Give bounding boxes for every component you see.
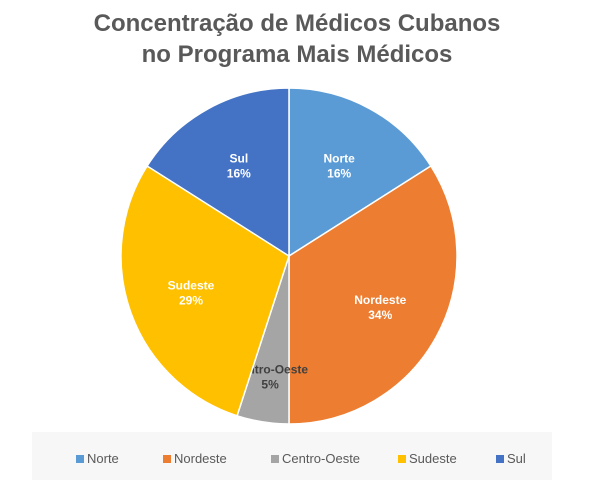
data-label-sudeste: Sudeste 29% <box>168 278 215 307</box>
legend-label: Nordeste <box>174 451 227 466</box>
legend-swatch <box>271 455 279 463</box>
pie-chart: Norte 16%Nordeste 34%Centro-Oeste 5%Sudeste… <box>120 87 458 425</box>
chart-title-line-1: Concentração de Médicos Cubanos <box>93 10 501 37</box>
data-label-percent: 16% <box>227 167 251 181</box>
legend-label: Centro-Oeste <box>282 451 361 466</box>
data-label-percent: 34% <box>368 308 392 322</box>
data-label-percent: 16% <box>327 167 351 181</box>
legend-swatch <box>398 455 406 463</box>
legend-swatch <box>76 455 84 463</box>
legend: Norte Nordeste Centro-Oeste Sudeste Sul <box>0 449 594 469</box>
data-label-percent: 29% <box>179 293 203 307</box>
legend-swatch <box>163 455 171 463</box>
data-label-nordeste: Nordeste 34% <box>354 293 406 322</box>
data-label-category: Sul <box>229 152 248 166</box>
data-label-percent: 5% <box>261 377 279 391</box>
pie-slice-nordeste <box>288 164 458 425</box>
pie-slice-norte <box>288 87 432 258</box>
data-label-category: Sudeste <box>168 278 215 292</box>
data-label-norte: Norte 16% <box>324 152 356 181</box>
data-label-category: Norte <box>324 152 356 166</box>
chart-title-line-2: no Programa Mais Médicos <box>141 41 453 68</box>
chart-title: Concentração de Médicos Cubanos no Progr… <box>0 8 594 70</box>
data-label-category: Nordeste <box>354 293 406 307</box>
pie-slice-sudeste <box>120 164 290 417</box>
legend-swatch <box>496 455 504 463</box>
legend-label: Sudeste <box>409 451 457 466</box>
pie-slice-sul <box>146 87 290 258</box>
legend-label: Norte <box>87 451 119 466</box>
legend-label: Sul <box>507 451 526 466</box>
data-label-sul: Sul 16% <box>227 152 251 181</box>
legend-background <box>32 432 552 480</box>
